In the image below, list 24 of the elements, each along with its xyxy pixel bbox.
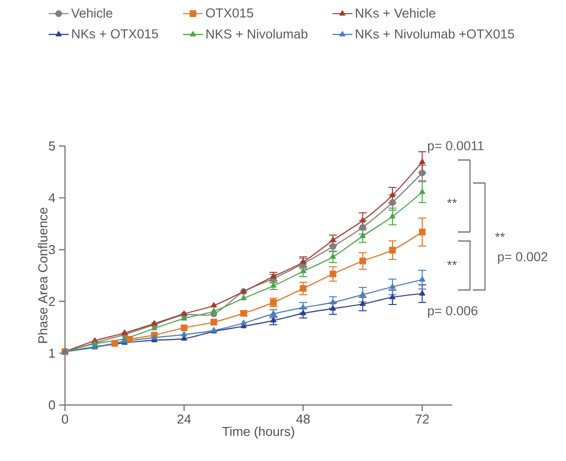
text: ** xyxy=(495,232,505,238)
legend-label: NKs + Vehicle xyxy=(356,8,436,18)
y-tick-label: 3 xyxy=(48,245,55,254)
legend-label: NKs + Nivolumab +OTX015 xyxy=(356,29,514,39)
annotation: ** xyxy=(447,198,457,204)
legend-label: NKs + OTX015 xyxy=(72,29,158,38)
x-tick-label: 24 xyxy=(178,414,191,424)
x-tick-label: 72 xyxy=(416,414,429,424)
annotation: p= 0.006 xyxy=(428,306,478,318)
x-tick-label: 48 xyxy=(296,414,310,424)
x-axis-title: Time (hours) xyxy=(222,426,294,439)
y-tick-label: 0 xyxy=(48,400,56,410)
text: p= 0.002 xyxy=(498,252,548,264)
annotation: ** xyxy=(447,260,457,266)
annotation: p= 0.0011 xyxy=(428,141,484,153)
y-tick-label: 4 xyxy=(48,193,56,202)
legend-label: NKS + Nivolumab xyxy=(206,29,308,39)
y-axis-title: Phase Area Confluence xyxy=(38,208,48,343)
legend-label: OTX015 xyxy=(206,8,254,18)
y-tick-label: 1 xyxy=(49,348,55,358)
x-tick-label: 0 xyxy=(62,414,68,424)
y-tick-label: 5 xyxy=(48,141,55,151)
y-tick-label: 2 xyxy=(48,296,55,306)
legend-label: Vehicle xyxy=(71,8,112,18)
